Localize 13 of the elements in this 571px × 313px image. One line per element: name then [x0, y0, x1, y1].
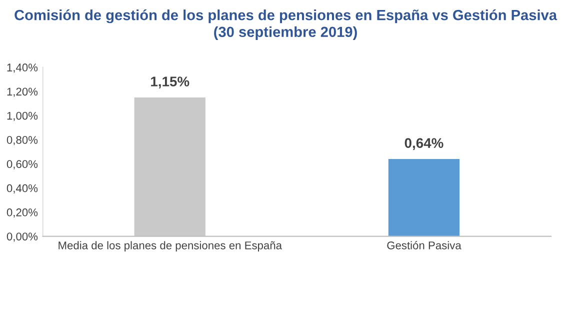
y-tick-label: 1,20% — [7, 88, 38, 97]
y-tick-label: 0,80% — [6, 136, 38, 146]
x-tick-label: Gestión Pasiva — [387, 241, 462, 250]
data-label: 0,64% — [404, 138, 444, 150]
y-tick-label: 0,40% — [6, 184, 38, 194]
data-label: 1,15% — [151, 76, 190, 88]
y-tick-label: 0,00% — [6, 232, 38, 242]
y-tick-label: 0,20% — [6, 208, 38, 218]
y-tick-label: 1,40% — [7, 64, 38, 73]
x-tick-label: Media de los planes de pensiones en España — [58, 241, 282, 252]
y-tick-label: 1,00% — [7, 112, 38, 122]
y-tick-label: 0,60% — [6, 160, 38, 170]
chart-title: Comisión de gestión de los planes de pensiones en España vs Gestión Pasiva (30 septiembre 2019) — [14, 9, 558, 40]
